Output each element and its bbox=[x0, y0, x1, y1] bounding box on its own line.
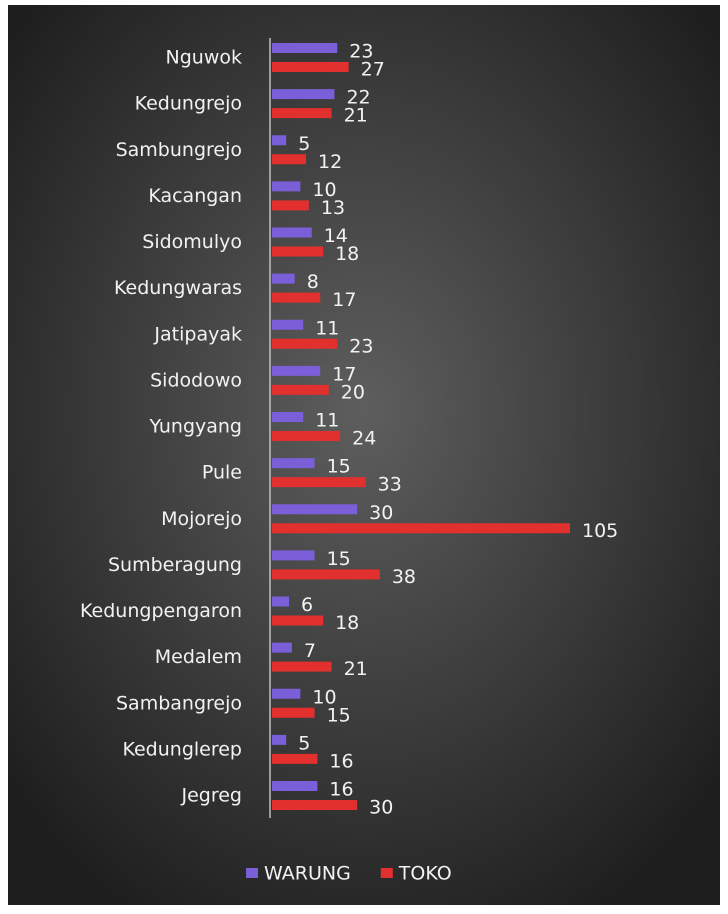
bar bbox=[272, 273, 295, 284]
value-label: 6 bbox=[301, 594, 313, 616]
value-label: 18 bbox=[335, 243, 359, 265]
value-label: 23 bbox=[349, 41, 373, 63]
legend-label: TOKO bbox=[398, 863, 452, 885]
value-label: 33 bbox=[378, 474, 402, 496]
bar bbox=[272, 596, 290, 607]
category-label: Sidomulyo bbox=[142, 231, 242, 253]
bar bbox=[272, 365, 321, 376]
category-label: Kacangan bbox=[148, 185, 242, 207]
bar bbox=[272, 688, 301, 699]
bar bbox=[272, 89, 335, 100]
bar bbox=[272, 431, 341, 441]
bar bbox=[272, 319, 304, 330]
category-label: Kedunglerep bbox=[122, 738, 242, 760]
bar bbox=[272, 384, 329, 395]
bar bbox=[272, 550, 315, 561]
bar bbox=[272, 734, 287, 745]
bar bbox=[272, 458, 315, 469]
bar bbox=[272, 781, 318, 791]
bar bbox=[272, 661, 332, 672]
bar bbox=[272, 753, 318, 764]
value-label: 5 bbox=[298, 133, 310, 155]
value-label: 23 bbox=[349, 335, 373, 357]
bar bbox=[272, 412, 304, 422]
value-label: 13 bbox=[321, 197, 345, 219]
bar bbox=[272, 62, 349, 72]
bar bbox=[272, 800, 358, 810]
bar bbox=[272, 477, 366, 488]
value-label: 24 bbox=[352, 428, 376, 450]
value-label: 5 bbox=[298, 732, 310, 754]
value-label: 15 bbox=[327, 548, 351, 570]
value-label: 11 bbox=[315, 410, 339, 432]
bar bbox=[272, 246, 324, 257]
category-label: Mojorejo bbox=[161, 508, 242, 530]
value-label: 12 bbox=[318, 151, 342, 173]
value-label: 10 bbox=[312, 686, 336, 708]
category-label: Sambangrejo bbox=[116, 692, 242, 714]
value-label: 20 bbox=[341, 381, 365, 403]
category-label: Kedungrejo bbox=[135, 93, 242, 115]
value-label: 8 bbox=[307, 271, 319, 293]
category-label: Nguwok bbox=[166, 47, 242, 69]
chart-background bbox=[8, 5, 720, 905]
value-label: 16 bbox=[329, 750, 353, 772]
bar bbox=[272, 108, 332, 119]
bar bbox=[272, 181, 301, 192]
category-label: Yungyang bbox=[148, 416, 242, 438]
value-label: 38 bbox=[392, 566, 416, 588]
value-label: 18 bbox=[335, 612, 359, 634]
category-label: Medalem bbox=[155, 646, 242, 668]
value-label: 30 bbox=[369, 797, 393, 819]
category-label: Sumberagung bbox=[108, 554, 242, 576]
value-label: 22 bbox=[346, 87, 370, 109]
category-label: Kedungpengaron bbox=[80, 600, 242, 622]
bar bbox=[272, 292, 321, 303]
value-label: 17 bbox=[332, 289, 356, 311]
bar bbox=[272, 523, 570, 534]
bar bbox=[272, 135, 287, 146]
category-label: Pule bbox=[202, 462, 242, 484]
bar bbox=[272, 43, 338, 53]
value-label: 17 bbox=[332, 363, 356, 385]
bar bbox=[272, 642, 292, 653]
bar bbox=[272, 707, 315, 718]
legend-swatch bbox=[380, 868, 393, 878]
legend-label: WARUNG bbox=[264, 863, 351, 885]
value-label: 105 bbox=[582, 520, 618, 542]
category-label: Jegreg bbox=[181, 785, 243, 807]
category-label: Sambungrejo bbox=[116, 139, 242, 161]
category-label: Kedungwaras bbox=[114, 277, 242, 299]
bar bbox=[272, 504, 358, 515]
value-label: 21 bbox=[344, 658, 368, 680]
value-label: 15 bbox=[327, 456, 351, 478]
value-label: 15 bbox=[327, 704, 351, 726]
category-label: Sidodowo bbox=[150, 369, 242, 391]
value-label: 11 bbox=[315, 317, 339, 339]
legend-swatch bbox=[246, 868, 258, 878]
bar bbox=[272, 154, 307, 165]
value-label: 21 bbox=[344, 105, 368, 127]
value-label: 14 bbox=[324, 225, 348, 247]
bar bbox=[272, 615, 324, 626]
bar bbox=[272, 338, 338, 349]
category-label: Jatipayak bbox=[153, 323, 242, 345]
value-label: 10 bbox=[312, 179, 336, 201]
value-label: 16 bbox=[329, 779, 353, 801]
value-label: 27 bbox=[361, 59, 385, 81]
value-label: 7 bbox=[304, 640, 316, 662]
value-label: 30 bbox=[369, 502, 393, 524]
bar bbox=[272, 227, 312, 238]
bar bbox=[272, 569, 380, 580]
bar bbox=[272, 200, 309, 211]
